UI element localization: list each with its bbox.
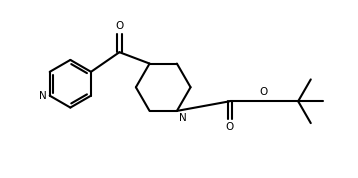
Text: O: O bbox=[226, 122, 234, 132]
Text: O: O bbox=[259, 87, 267, 97]
Text: N: N bbox=[179, 113, 187, 123]
Text: O: O bbox=[115, 21, 124, 31]
Text: N: N bbox=[39, 91, 47, 101]
